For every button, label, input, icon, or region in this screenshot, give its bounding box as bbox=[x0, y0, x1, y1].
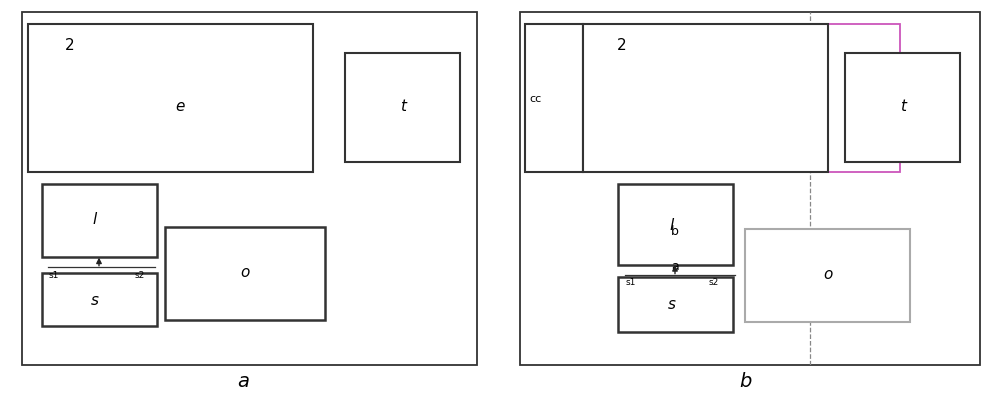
Text: a: a bbox=[237, 372, 249, 391]
Text: cc: cc bbox=[530, 94, 542, 104]
Bar bbox=[745, 229, 910, 322]
Bar bbox=[618, 184, 733, 265]
Bar bbox=[520, 12, 980, 365]
Bar bbox=[525, 24, 900, 172]
Text: s2: s2 bbox=[135, 271, 145, 280]
Text: b: b bbox=[739, 372, 751, 391]
Text: 2: 2 bbox=[65, 38, 75, 53]
Bar bbox=[42, 273, 157, 326]
Bar bbox=[22, 12, 477, 365]
Bar bbox=[165, 227, 325, 320]
Bar bbox=[583, 24, 828, 172]
Text: l: l bbox=[93, 212, 97, 227]
Text: t: t bbox=[900, 99, 906, 114]
Bar bbox=[42, 184, 157, 257]
Bar bbox=[525, 24, 583, 172]
Text: o: o bbox=[823, 267, 833, 282]
Text: o: o bbox=[240, 265, 250, 280]
Text: a: a bbox=[671, 260, 679, 273]
Bar bbox=[345, 53, 460, 162]
Bar bbox=[845, 53, 960, 162]
Text: s: s bbox=[668, 297, 676, 312]
Text: s1: s1 bbox=[626, 278, 636, 288]
Text: s: s bbox=[91, 293, 99, 308]
Text: t: t bbox=[400, 99, 406, 114]
Text: s2: s2 bbox=[709, 278, 719, 288]
Bar bbox=[618, 276, 733, 332]
Text: l: l bbox=[670, 218, 674, 233]
Text: b: b bbox=[671, 225, 679, 237]
Text: e: e bbox=[175, 99, 185, 114]
Text: 2: 2 bbox=[617, 38, 627, 53]
Text: s1: s1 bbox=[49, 271, 59, 280]
Bar bbox=[28, 24, 313, 172]
